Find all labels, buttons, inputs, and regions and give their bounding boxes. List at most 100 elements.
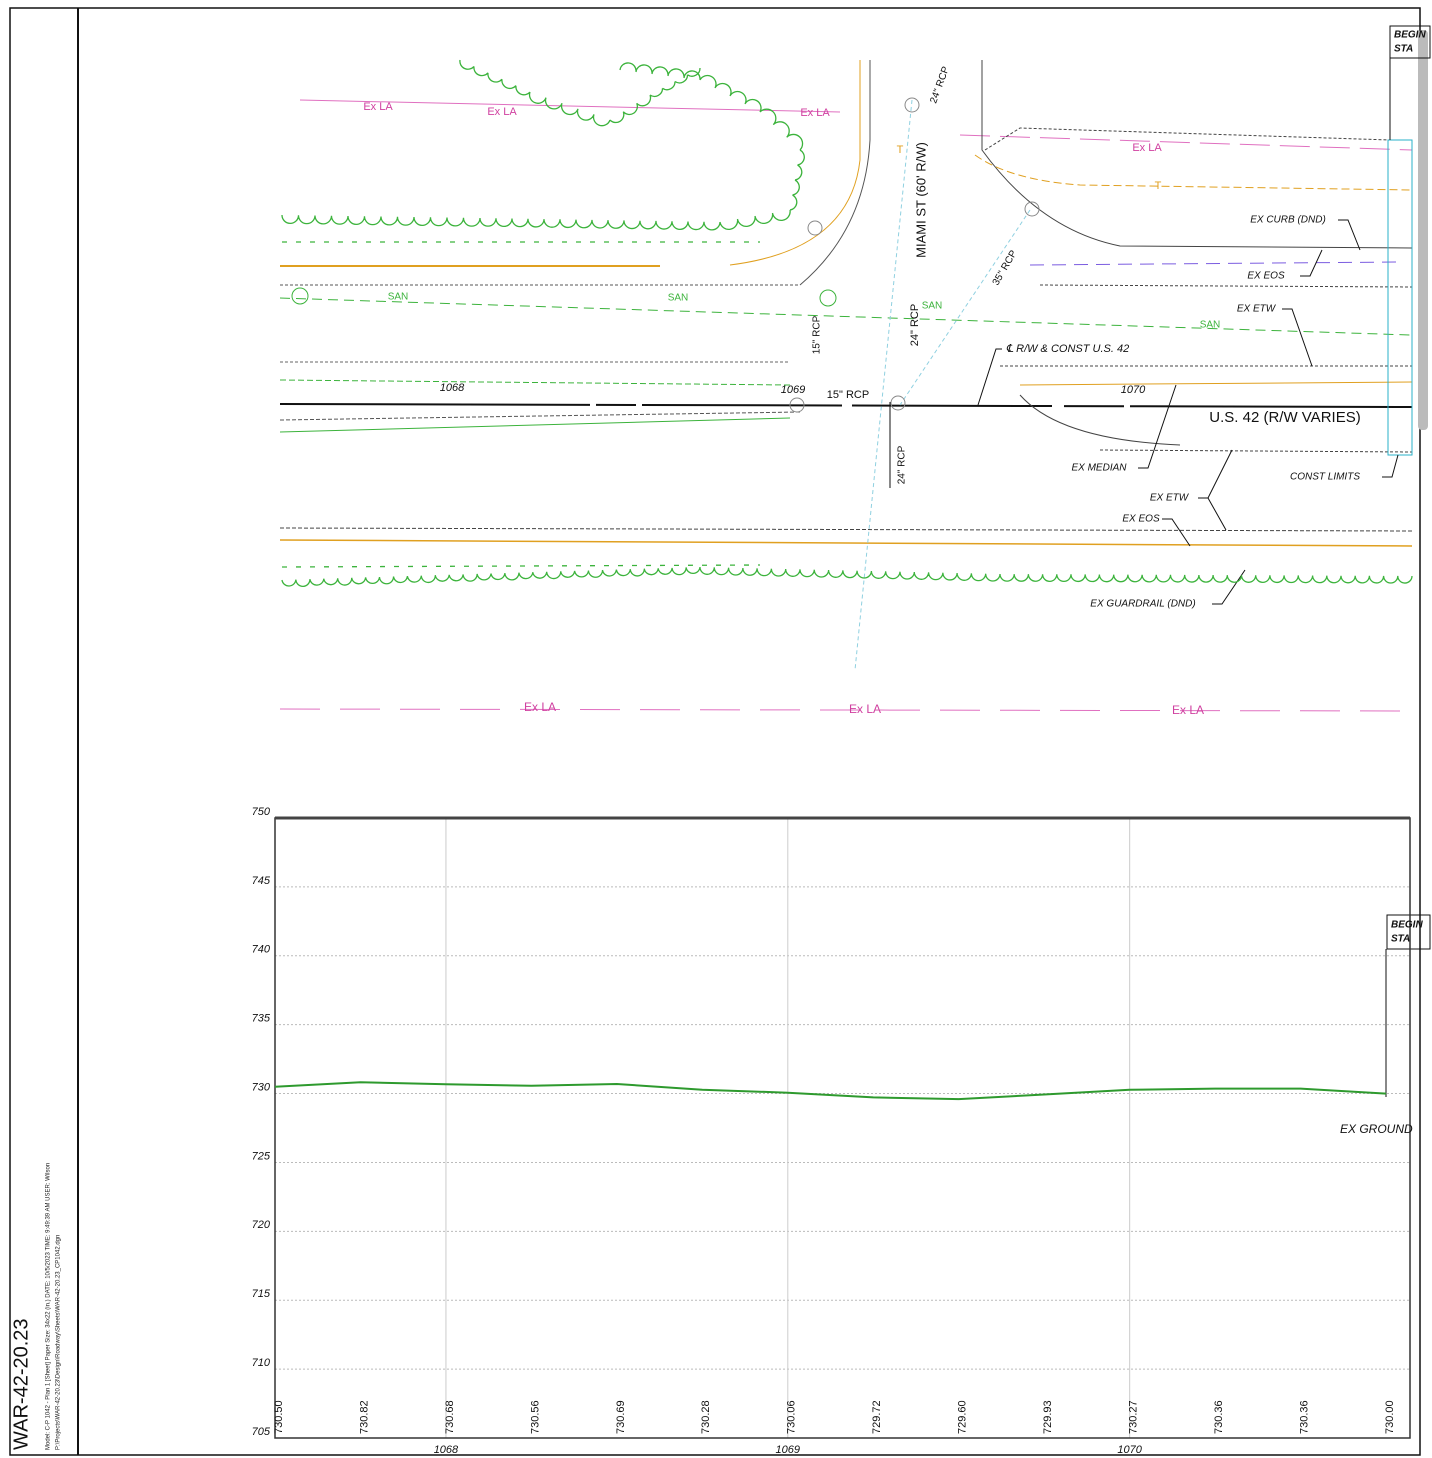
plan-label: U.S. 42 (R/W VARIES) bbox=[1209, 409, 1360, 426]
median-edge bbox=[1020, 395, 1180, 445]
plan-label: SAN bbox=[388, 292, 409, 303]
elevation-label: 730.06 bbox=[786, 1400, 798, 1434]
elevation-label: 729.60 bbox=[957, 1400, 969, 1434]
sheet-border bbox=[10, 8, 1420, 1455]
elevation-label: 729.72 bbox=[871, 1400, 883, 1434]
plan-label: T bbox=[1155, 180, 1162, 192]
leader bbox=[1138, 385, 1176, 468]
begin-station-label: STA bbox=[1394, 44, 1413, 55]
structure bbox=[891, 396, 905, 410]
sheet-info: Model: C-P 1042 - Plan 1 [Sheet] Paper S… bbox=[46, 1163, 52, 1450]
plan-label: ℄ R/W & CONST U.S. 42 bbox=[1006, 343, 1129, 355]
leader bbox=[1338, 220, 1360, 250]
plan-label: Ex LA bbox=[849, 702, 881, 716]
edge-line bbox=[1100, 450, 1412, 452]
edge-line bbox=[280, 412, 800, 420]
tree-line bbox=[282, 567, 1412, 586]
plan-label: 15" RCP bbox=[812, 315, 823, 354]
x-tick-label: 1070 bbox=[1117, 1444, 1142, 1456]
leader bbox=[1198, 450, 1232, 530]
elevation-label: 730.56 bbox=[529, 1400, 541, 1434]
plan-label: EX GUARDRAIL (DND) bbox=[1090, 599, 1195, 610]
edge-line bbox=[280, 380, 790, 385]
plan-label: 15" RCP bbox=[827, 389, 869, 401]
plan-label: SAN bbox=[1200, 320, 1221, 331]
leader bbox=[1282, 309, 1312, 366]
plan-label: EX ETW bbox=[1150, 493, 1190, 504]
manhole bbox=[292, 288, 308, 304]
structure bbox=[808, 221, 822, 235]
manhole bbox=[820, 290, 836, 306]
plan-label: EX ETW bbox=[1237, 304, 1277, 315]
centerline bbox=[280, 404, 1412, 407]
tree-lines bbox=[282, 60, 1412, 586]
plan-label: Ex LA bbox=[487, 106, 517, 118]
edge-line bbox=[280, 540, 1412, 546]
limited-access-line bbox=[960, 135, 1412, 150]
plan-label: SAN bbox=[668, 293, 689, 304]
plan-label: EX EOS bbox=[1122, 514, 1160, 525]
elevation-label: 730.36 bbox=[1299, 1400, 1311, 1434]
profile-frame bbox=[275, 818, 1410, 1438]
elevation-label: 730.00 bbox=[1384, 1400, 1396, 1434]
tree-line bbox=[282, 63, 804, 230]
y-tick-label: 720 bbox=[252, 1219, 271, 1231]
sheet-title: WAR-42-20.23 bbox=[10, 1318, 32, 1450]
x-tick-label: 1069 bbox=[776, 1444, 800, 1456]
plan-label: 24" RCP bbox=[897, 445, 908, 484]
plan-label: 35" RCP bbox=[991, 248, 1020, 287]
elevation-label: 730.69 bbox=[615, 1400, 627, 1434]
elevation-label: 730.50 bbox=[273, 1400, 285, 1434]
y-tick-label: 735 bbox=[252, 1013, 271, 1025]
edge-line bbox=[975, 155, 1412, 190]
plan-label: Ex LA bbox=[1132, 142, 1162, 154]
scrollbar bbox=[1418, 30, 1428, 430]
elevation-label: 730.27 bbox=[1128, 1400, 1140, 1434]
plan-label: Ex LA bbox=[363, 101, 393, 113]
plan-label: MIAMI ST (60' R/W) bbox=[913, 142, 928, 258]
plan-label: 24" RCP bbox=[928, 65, 952, 105]
begin-station-label: STA bbox=[1391, 934, 1410, 945]
edge-line bbox=[985, 128, 1390, 150]
limited-access-line bbox=[280, 709, 1412, 711]
plan-label: 1070 bbox=[1121, 384, 1146, 396]
elevation-label: 730.68 bbox=[444, 1400, 456, 1434]
plan-label: CONST LIMITS bbox=[1290, 472, 1360, 483]
drawing-sheet: WAR-42-20.23 Model: C-P 1042 - Plan 1 [S… bbox=[0, 0, 1432, 1458]
x-tick-label: 1068 bbox=[434, 1444, 459, 1456]
y-tick-label: 730 bbox=[252, 1081, 271, 1093]
plan-linework bbox=[280, 26, 1430, 711]
plan-label: EX CURB (DND) bbox=[1250, 215, 1326, 226]
elevation-label: 730.82 bbox=[358, 1400, 370, 1434]
y-tick-label: 710 bbox=[252, 1357, 271, 1369]
y-tick-label: 750 bbox=[252, 806, 271, 818]
utility-line bbox=[1030, 262, 1400, 265]
plan-label: Ex LA bbox=[1172, 703, 1204, 717]
begin-station-label: BEGIN bbox=[1391, 920, 1423, 931]
plan-label: T bbox=[897, 144, 904, 156]
leader bbox=[1162, 519, 1190, 546]
edge-line bbox=[1040, 285, 1412, 287]
miami-st-edge bbox=[730, 60, 860, 265]
median-edge bbox=[1020, 382, 1412, 385]
plan-labels: Ex LA Ex LA Ex LA Ex LA Ex LA Ex LA Ex LA MIAMI… bbox=[363, 30, 1426, 718]
guardrail bbox=[282, 565, 760, 567]
plan-label: SAN bbox=[922, 301, 943, 312]
series-label: EX GROUND bbox=[1340, 1122, 1413, 1136]
plan-label: 1068 bbox=[440, 382, 465, 394]
y-tick-label: 740 bbox=[252, 944, 271, 956]
edge-line bbox=[280, 528, 1412, 531]
leader bbox=[1212, 570, 1245, 604]
plan-label: 24" RCP bbox=[909, 304, 921, 346]
y-tick-label: 745 bbox=[252, 875, 271, 887]
plan-label: Ex LA bbox=[800, 107, 830, 119]
leader bbox=[1382, 455, 1398, 477]
plan-label: EX MEDIAN bbox=[1071, 463, 1127, 474]
edge-line bbox=[280, 418, 790, 432]
plan-label: Ex LA bbox=[524, 700, 556, 714]
elevation-label: 730.36 bbox=[1213, 1400, 1225, 1434]
sheet-info: P:\Projects\WAR-42-20.23\Design\Roadway\… bbox=[56, 1235, 62, 1450]
plan-label: 1069 bbox=[781, 384, 805, 396]
y-tick-label: 725 bbox=[252, 1150, 271, 1162]
